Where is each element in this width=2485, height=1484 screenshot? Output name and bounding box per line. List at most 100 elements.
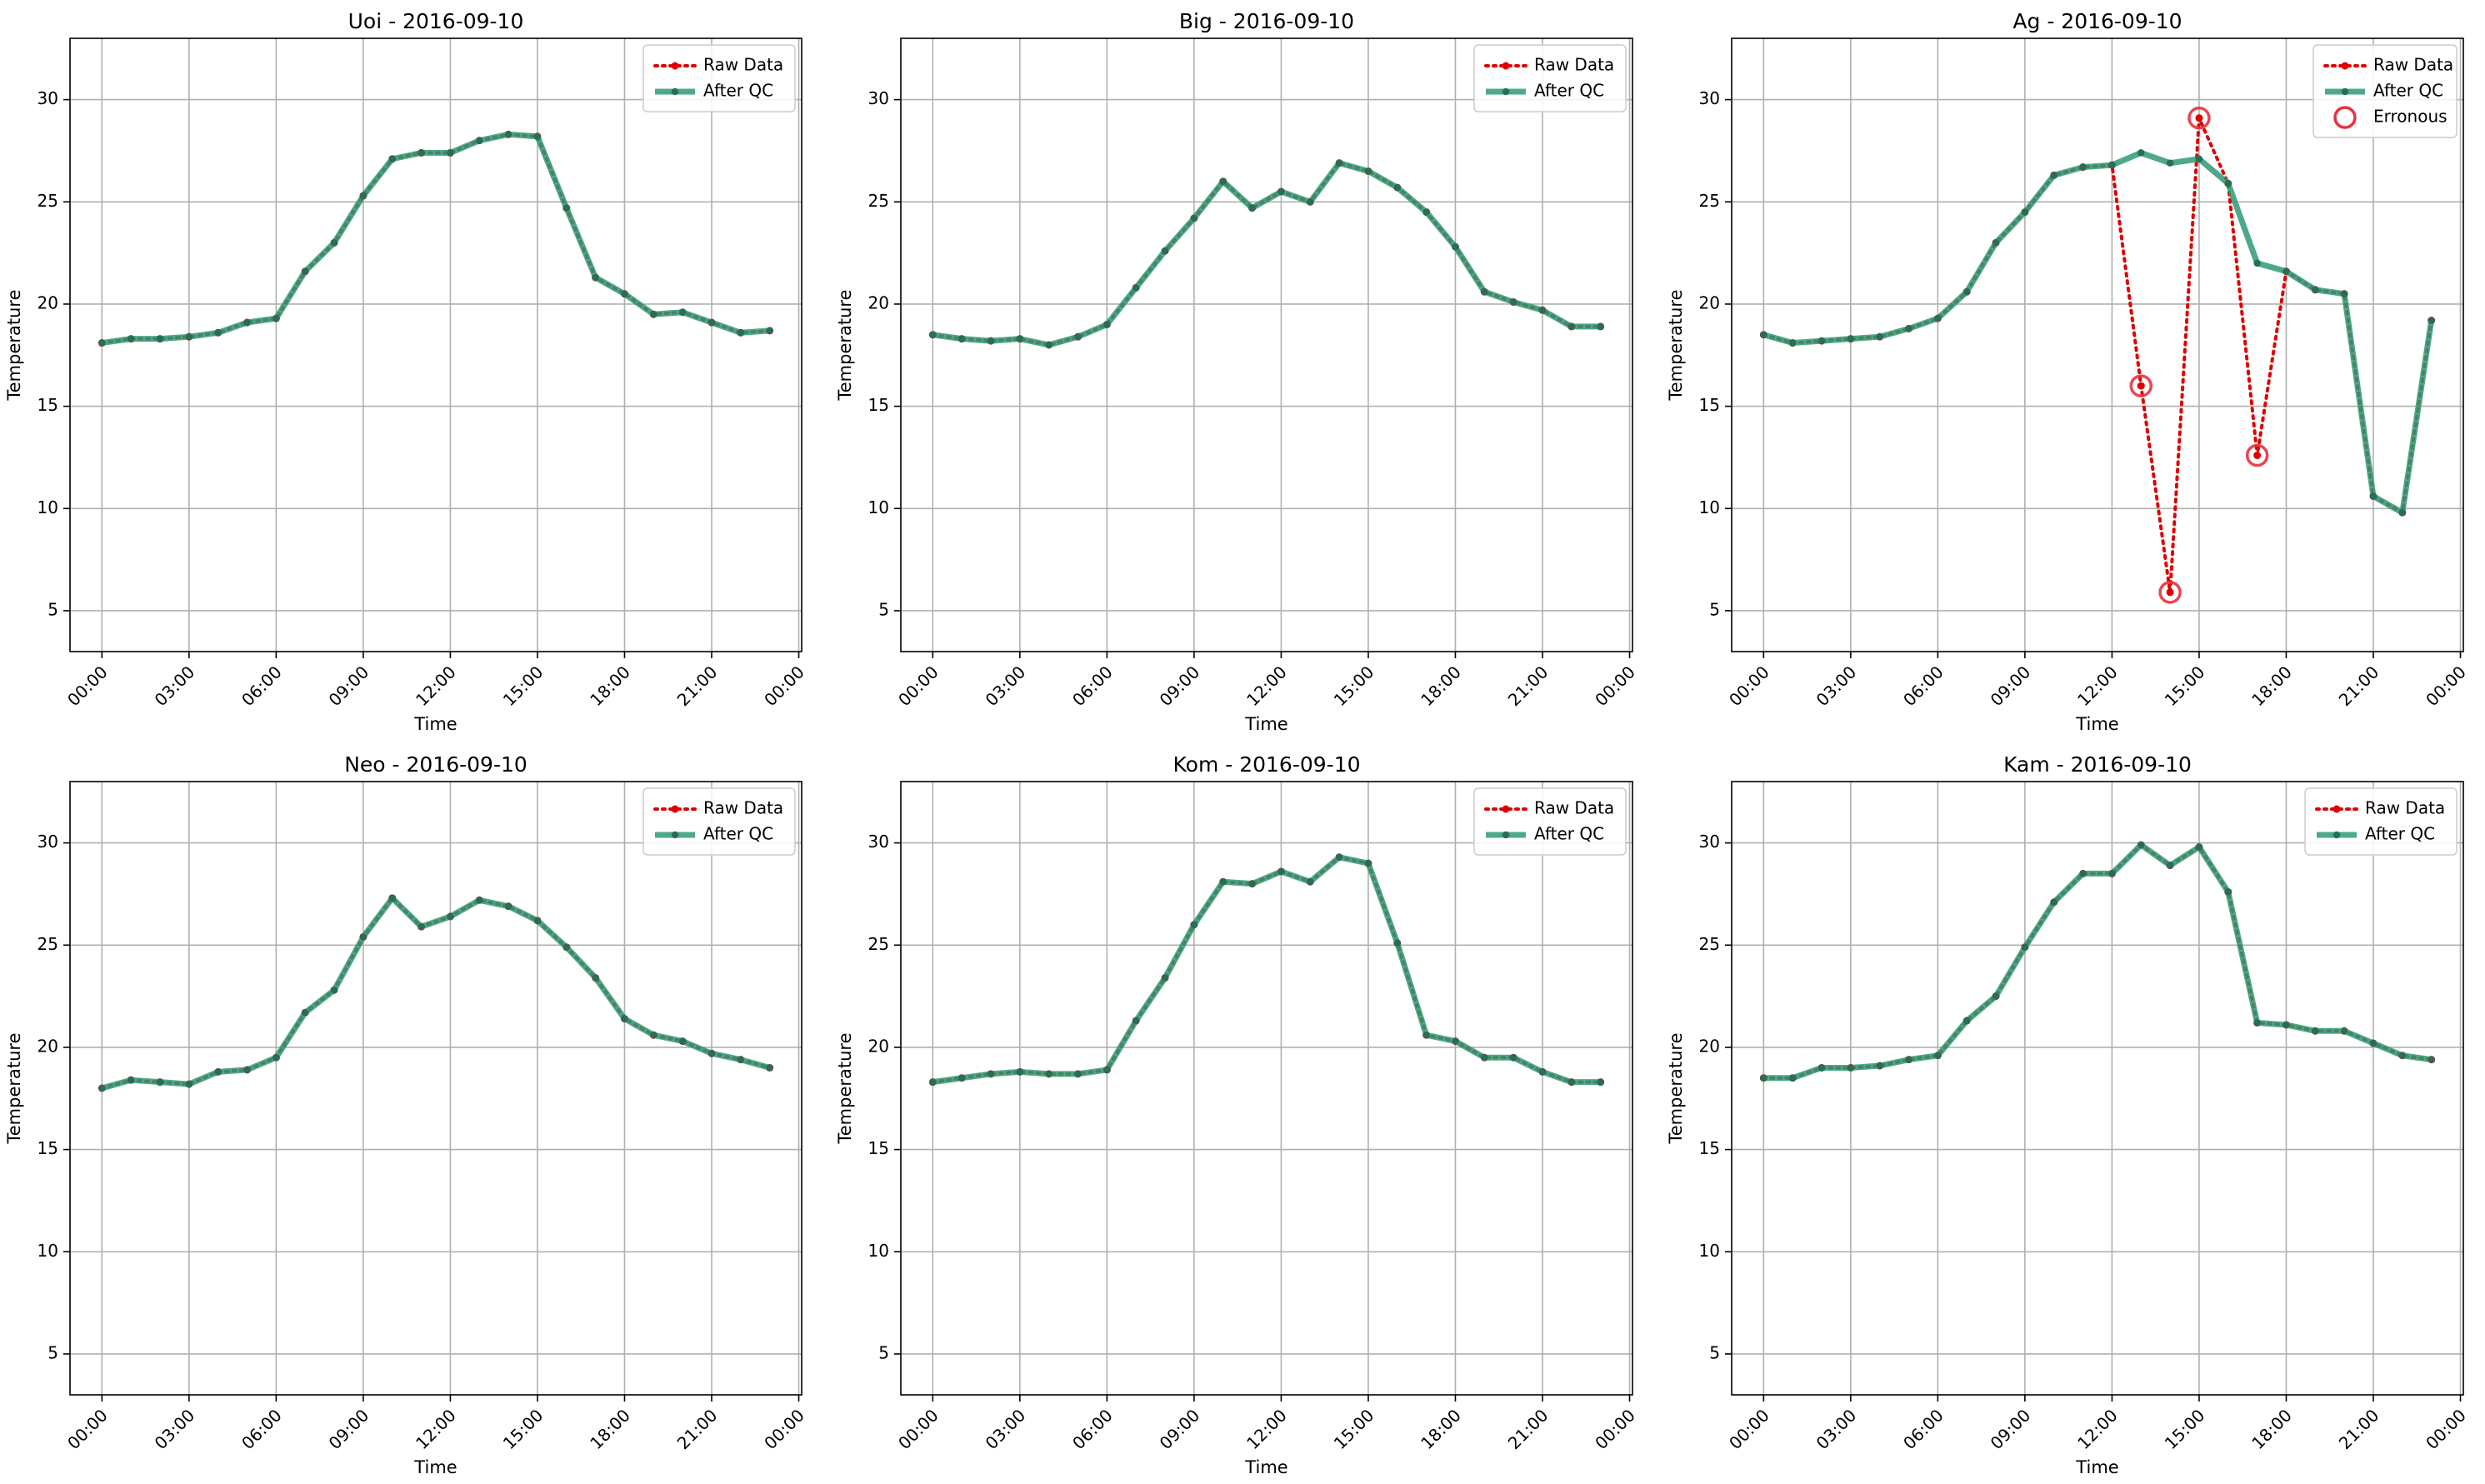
axes-frame [1731, 781, 2464, 1396]
y-tick-label: 15 [868, 395, 889, 415]
x-tick-label: 06:00 [238, 1405, 286, 1453]
after-qc-point [1934, 1052, 1942, 1059]
after-qc-point [1905, 1056, 1912, 1063]
x-tick-label: 21:00 [2335, 1405, 2383, 1453]
after-qc-point [98, 1084, 106, 1092]
after-qc-point [1481, 1054, 1488, 1062]
x-axis-label: Time [2075, 714, 2118, 734]
y-tick-label: 15 [38, 1138, 58, 1158]
after-qc-point [2166, 862, 2174, 869]
after-qc-point [737, 329, 745, 337]
after-qc-point [1422, 1032, 1430, 1039]
y-tick-label: 15 [1699, 395, 1720, 415]
x-axis-label: Time [2075, 1457, 2118, 1477]
x-tick-label: 00:00 [1725, 662, 1773, 710]
after-qc-point [2079, 163, 2087, 171]
legend-qc-marker [2341, 87, 2349, 96]
after-qc-point [1045, 1070, 1052, 1078]
y-tick-label: 25 [1699, 191, 1720, 211]
after-qc-line [1760, 149, 2435, 516]
after-qc-point [2108, 161, 2116, 169]
x-tick-label: 21:00 [1504, 662, 1552, 710]
after-qc-point [621, 290, 628, 297]
x-tick-label: 06:00 [238, 662, 286, 710]
x-tick-label: 18:00 [2248, 1405, 2296, 1453]
x-tick-label: 15:00 [499, 1405, 548, 1453]
after-qc-point [1364, 859, 1372, 867]
after-qc-point [1016, 1068, 1024, 1076]
chart-panel: 00:00 03:00 06:00 09:00 12:00 15:00 18:00 21:00… [835, 9, 1639, 734]
after-qc-point [766, 327, 773, 335]
y-tick-label: 20 [868, 292, 889, 312]
legend-raw-marker [671, 62, 679, 70]
x-tick-label: 15:00 [1330, 1405, 1378, 1453]
after-qc-point [2428, 1056, 2435, 1063]
x-tick-label: 09:00 [1987, 1405, 2035, 1453]
after-qc-point [1992, 992, 2000, 1000]
y-tick-label: 5 [1709, 599, 1720, 619]
after-qc-point [330, 239, 338, 247]
after-qc-point [156, 335, 164, 342]
legend-error-label: Erronous [2373, 107, 2448, 127]
legend: Raw Data After QC [2304, 787, 2458, 856]
y-tick-label: 30 [38, 832, 58, 852]
after-qc-point [1422, 208, 1430, 216]
x-tick-label: 09:00 [1156, 662, 1204, 710]
y-tick-label: 10 [1699, 1241, 1720, 1261]
after-qc-point [1452, 1037, 1459, 1045]
y-tick-label: 20 [868, 1036, 889, 1056]
after-qc-point [2398, 508, 2407, 517]
legend-raw-marker [2332, 805, 2341, 813]
after-qc-point [929, 331, 937, 338]
y-axis-label: Temperature [4, 1032, 24, 1144]
after-qc-point [2108, 870, 2116, 877]
x-tick-label: 21:00 [1504, 1405, 1552, 1453]
after-qc-line [929, 160, 1604, 348]
y-tick-label: 25 [868, 191, 889, 211]
after-qc-point [621, 1015, 628, 1022]
after-qc-point [1307, 198, 1314, 206]
legend-raw-marker [1502, 805, 1510, 813]
y-tick-label: 30 [868, 832, 889, 852]
after-qc-point [592, 974, 599, 982]
x-tick-label: 00:00 [760, 662, 808, 710]
after-qc-point [1103, 1066, 1111, 1074]
y-axis-label: Temperature [4, 289, 24, 401]
y-tick-label: 5 [878, 1342, 889, 1362]
after-qc-point [1538, 1068, 1547, 1076]
after-qc-point [1248, 880, 1256, 887]
after-qc-point [1760, 331, 1768, 338]
x-tick-label: 03:00 [982, 1405, 1030, 1453]
after-qc-point [1597, 322, 1604, 331]
legend-box [2304, 787, 2458, 856]
x-tick-label: 18:00 [1417, 662, 1465, 710]
legend-qc-marker [671, 87, 679, 96]
after-qc-point [388, 894, 396, 902]
x-tick-label: 03:00 [151, 662, 199, 710]
after-qc-point [1393, 183, 1401, 192]
y-tick-label: 20 [1699, 292, 1720, 312]
x-axis-label: Time [413, 1457, 457, 1477]
y-tick-label: 10 [38, 497, 58, 517]
x-tick-label: 00:00 [2422, 662, 2470, 710]
x-tick-label: 15:00 [499, 662, 548, 710]
after-qc-point [1481, 288, 1488, 296]
x-tick-label: 00:00 [1591, 1405, 1639, 1453]
after-qc-point [2428, 317, 2435, 324]
chart-panel: 00:00 03:00 06:00 09:00 12:00 15:00 18:00 21:00… [835, 752, 1639, 1477]
raw-data-line [1762, 842, 2433, 1080]
after-qc-point [1847, 1064, 1855, 1072]
x-tick-label: 00:00 [2422, 1405, 2470, 1453]
after-qc-point [562, 943, 570, 951]
after-qc-point [2282, 1021, 2290, 1029]
y-tick-label: 30 [868, 88, 889, 108]
after-qc-point [2340, 1027, 2348, 1035]
raw-data-line [100, 895, 772, 1090]
legend-raw-marker [1502, 62, 1510, 70]
legend-qc-marker [671, 831, 679, 839]
after-qc-point [2050, 172, 2058, 179]
legend-raw-label: Raw Data [1534, 798, 1614, 818]
after-qc-line [98, 895, 773, 1092]
after-qc-point [476, 137, 483, 144]
y-tick-label: 5 [878, 599, 889, 619]
